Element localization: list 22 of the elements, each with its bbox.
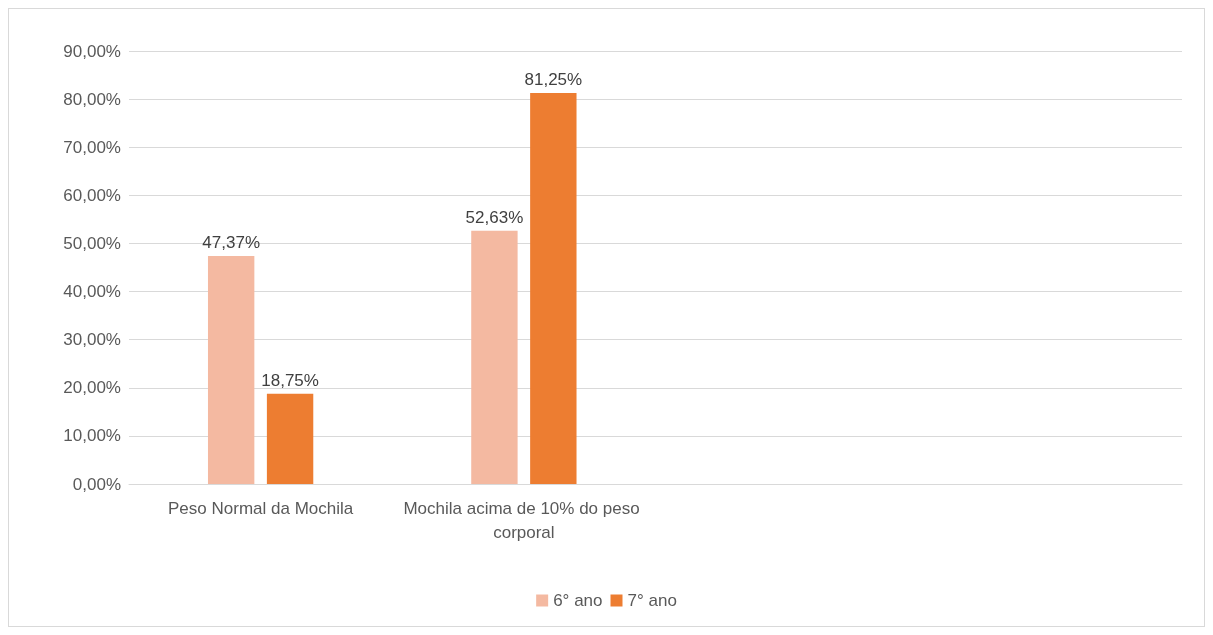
data-label: 47,37% (202, 233, 260, 253)
y-tick-label: 30,00% (63, 330, 121, 350)
y-tick-label: 60,00% (63, 185, 121, 205)
bar (471, 230, 518, 484)
bar (530, 93, 577, 484)
x-tick-label: Peso Normal da Mochila (168, 498, 354, 518)
data-label: 81,25% (524, 70, 583, 90)
x-tick-label: Mochila acima de 10% do peso corporal (403, 498, 645, 542)
data-label: 52,63% (465, 207, 524, 227)
data-label: 18,75% (261, 370, 319, 390)
legend-label: 7° ano (627, 591, 677, 610)
y-tick-label: 80,00% (63, 89, 121, 109)
bar (266, 393, 314, 484)
bar (207, 256, 255, 484)
y-tick-label: 70,00% (63, 137, 121, 157)
y-tick-label: 10,00% (63, 426, 121, 446)
y-tick-label: 90,00% (63, 41, 121, 61)
legend-label: 6° ano (553, 591, 603, 610)
y-tick-label: 20,00% (63, 378, 121, 398)
y-tick-label: 40,00% (63, 282, 121, 302)
y-tick-label: 50,00% (63, 233, 121, 253)
y-tick-label: 0,00% (72, 474, 121, 494)
